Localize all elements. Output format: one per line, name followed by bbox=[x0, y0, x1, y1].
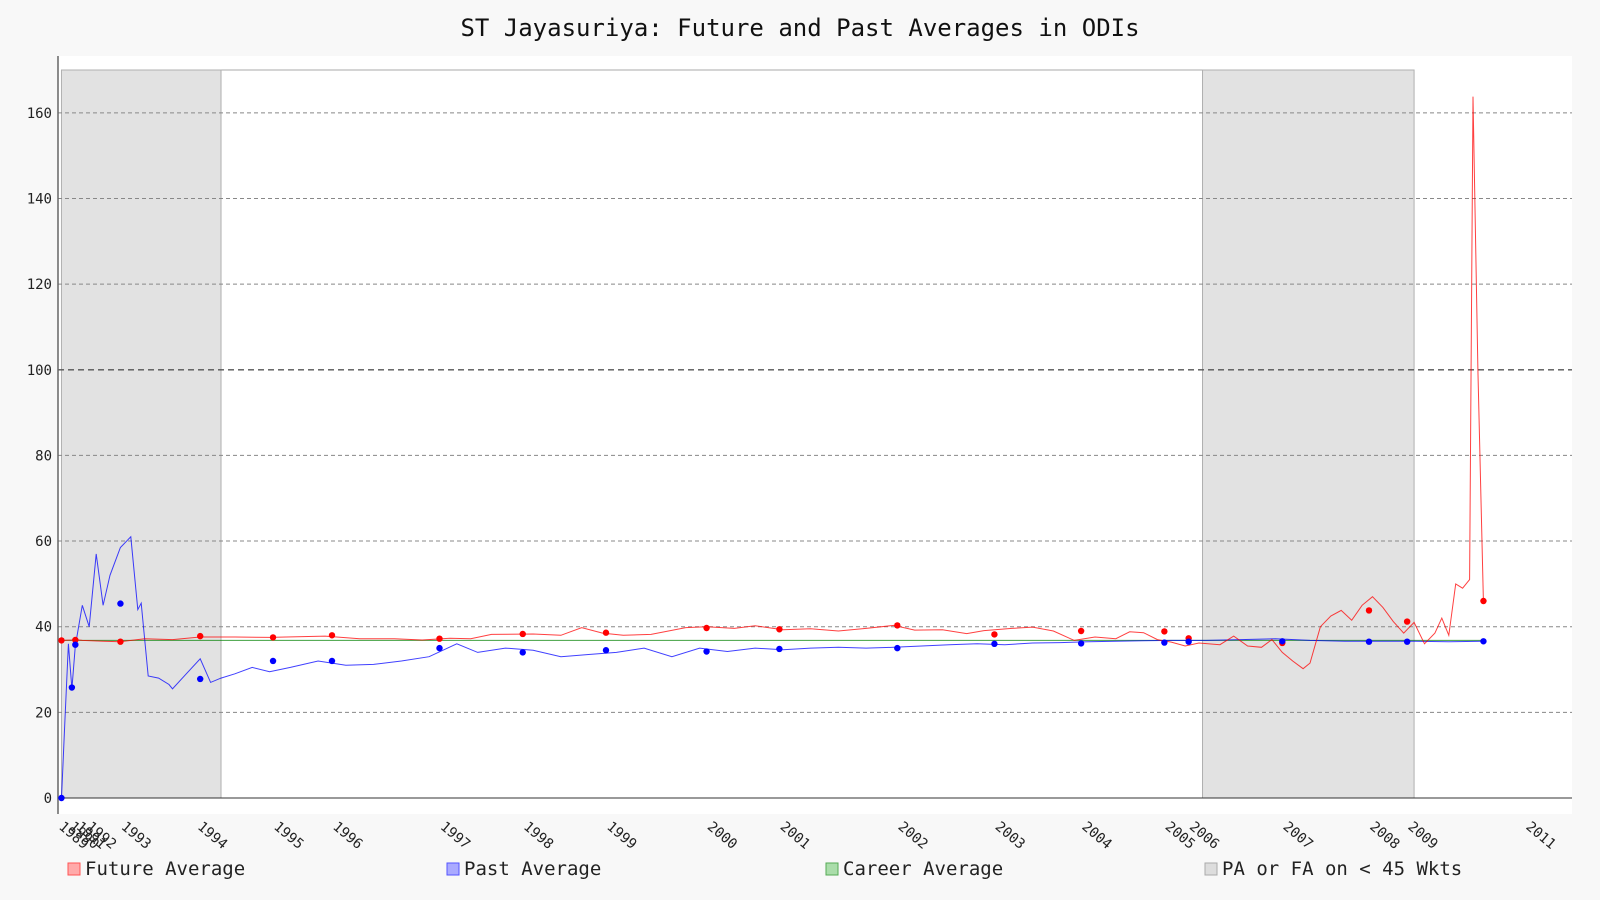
future-average-marker bbox=[1077, 627, 1085, 635]
chart-title: ST Jayasuriya: Future and Past Averages … bbox=[460, 14, 1139, 42]
x-tick-label: 1993 bbox=[118, 819, 154, 853]
y-tick-label: 0 bbox=[44, 791, 52, 807]
legend-swatch bbox=[825, 862, 839, 876]
past-average-marker bbox=[269, 657, 277, 665]
past-average-marker bbox=[1161, 639, 1168, 646]
past-average-marker bbox=[58, 794, 65, 802]
y-tick-label: 20 bbox=[35, 705, 52, 721]
shaded-region bbox=[1202, 69, 1415, 799]
future-average-marker bbox=[991, 631, 998, 638]
future-average-marker bbox=[196, 632, 204, 640]
past-average-marker bbox=[1185, 638, 1192, 645]
future-average-marker bbox=[776, 626, 783, 633]
y-tick-labels: 0 20 40 60 80 100 120 140 160 bbox=[27, 106, 52, 807]
axes bbox=[57, 56, 1572, 814]
legend-label: Career Average bbox=[843, 858, 1003, 880]
future-average-marker bbox=[1365, 607, 1373, 614]
shaded-regions bbox=[60, 69, 1415, 799]
past-average-marker bbox=[1279, 638, 1286, 645]
y-tick-label: 60 bbox=[35, 534, 52, 550]
x-tick-label: 1996 bbox=[329, 819, 365, 853]
y-tick-label: 40 bbox=[35, 620, 52, 636]
unshaded-region bbox=[220, 69, 1204, 799]
x-tick-label: 2009 bbox=[1405, 819, 1441, 853]
x-tick-label: 1994 bbox=[194, 819, 230, 853]
legend-label: Past Average bbox=[464, 858, 601, 880]
future-average-marker bbox=[436, 635, 443, 642]
past-average-marker bbox=[328, 657, 336, 665]
past-average-marker bbox=[72, 641, 79, 648]
future-average-marker bbox=[1480, 597, 1487, 605]
past-average-marker bbox=[894, 644, 901, 652]
x-tick-label: 2000 bbox=[704, 819, 740, 853]
x-tick-label: 2003 bbox=[992, 819, 1028, 853]
past-average-marker bbox=[1403, 638, 1411, 645]
x-tick-label: 2004 bbox=[1079, 819, 1115, 853]
future-average-marker bbox=[269, 634, 277, 641]
legend-swatch bbox=[446, 862, 460, 876]
past-average-marker bbox=[436, 644, 443, 652]
future-average-marker bbox=[72, 636, 79, 644]
past-average-marker bbox=[117, 600, 124, 607]
x-tick-label: 1999 bbox=[603, 819, 639, 853]
series-markers bbox=[58, 597, 1487, 802]
shaded-region bbox=[60, 69, 222, 799]
past-average-marker bbox=[1480, 638, 1487, 645]
x-tick-label: 2001 bbox=[777, 819, 813, 853]
future-average-marker bbox=[602, 629, 610, 636]
future-average-marker bbox=[117, 638, 124, 645]
future-average-line bbox=[61, 96, 1484, 670]
x-tick-label: 1995 bbox=[270, 819, 306, 853]
legend-label: PA or FA on < 45 Wkts bbox=[1222, 858, 1462, 880]
past-average-marker bbox=[519, 649, 526, 656]
past-average-marker bbox=[68, 684, 76, 691]
series-lines bbox=[61, 96, 1484, 799]
past-average-line bbox=[61, 535, 1484, 799]
future-average-marker bbox=[703, 624, 710, 632]
future-average-marker bbox=[58, 637, 65, 644]
future-average-marker bbox=[1403, 618, 1411, 625]
legend-label: Future Average bbox=[85, 858, 245, 880]
future-average-marker bbox=[328, 632, 336, 639]
grid-lines bbox=[58, 112, 1572, 713]
past-average-marker bbox=[1077, 640, 1085, 647]
x-tick-label: 1997 bbox=[437, 819, 473, 853]
legend: Future Average Past Average Career Average… bbox=[67, 858, 1462, 880]
past-average-marker bbox=[703, 648, 710, 655]
x-tick-label: 2002 bbox=[895, 819, 931, 853]
y-tick-label: 160 bbox=[27, 106, 52, 122]
y-tick-label: 100 bbox=[27, 363, 52, 379]
x-tick-label: 2007 bbox=[1280, 819, 1316, 853]
x-tick-label: 2011 bbox=[1523, 819, 1559, 853]
past-average-marker bbox=[602, 647, 610, 654]
future-average-marker bbox=[519, 630, 526, 638]
y-tick-label: 140 bbox=[27, 191, 52, 207]
legend-swatch bbox=[67, 862, 81, 876]
future-average-marker bbox=[894, 622, 901, 629]
y-tick-label: 120 bbox=[27, 277, 52, 293]
past-average-marker bbox=[991, 640, 998, 648]
future-average-marker bbox=[1161, 628, 1168, 635]
past-average-marker bbox=[1365, 638, 1373, 645]
x-tick-label: 2008 bbox=[1366, 819, 1402, 853]
past-average-marker bbox=[196, 675, 204, 683]
y-tick-label: 80 bbox=[35, 448, 52, 464]
legend-swatch bbox=[1204, 862, 1218, 876]
x-tick-label: 1998 bbox=[520, 819, 556, 853]
past-average-marker bbox=[776, 645, 783, 653]
